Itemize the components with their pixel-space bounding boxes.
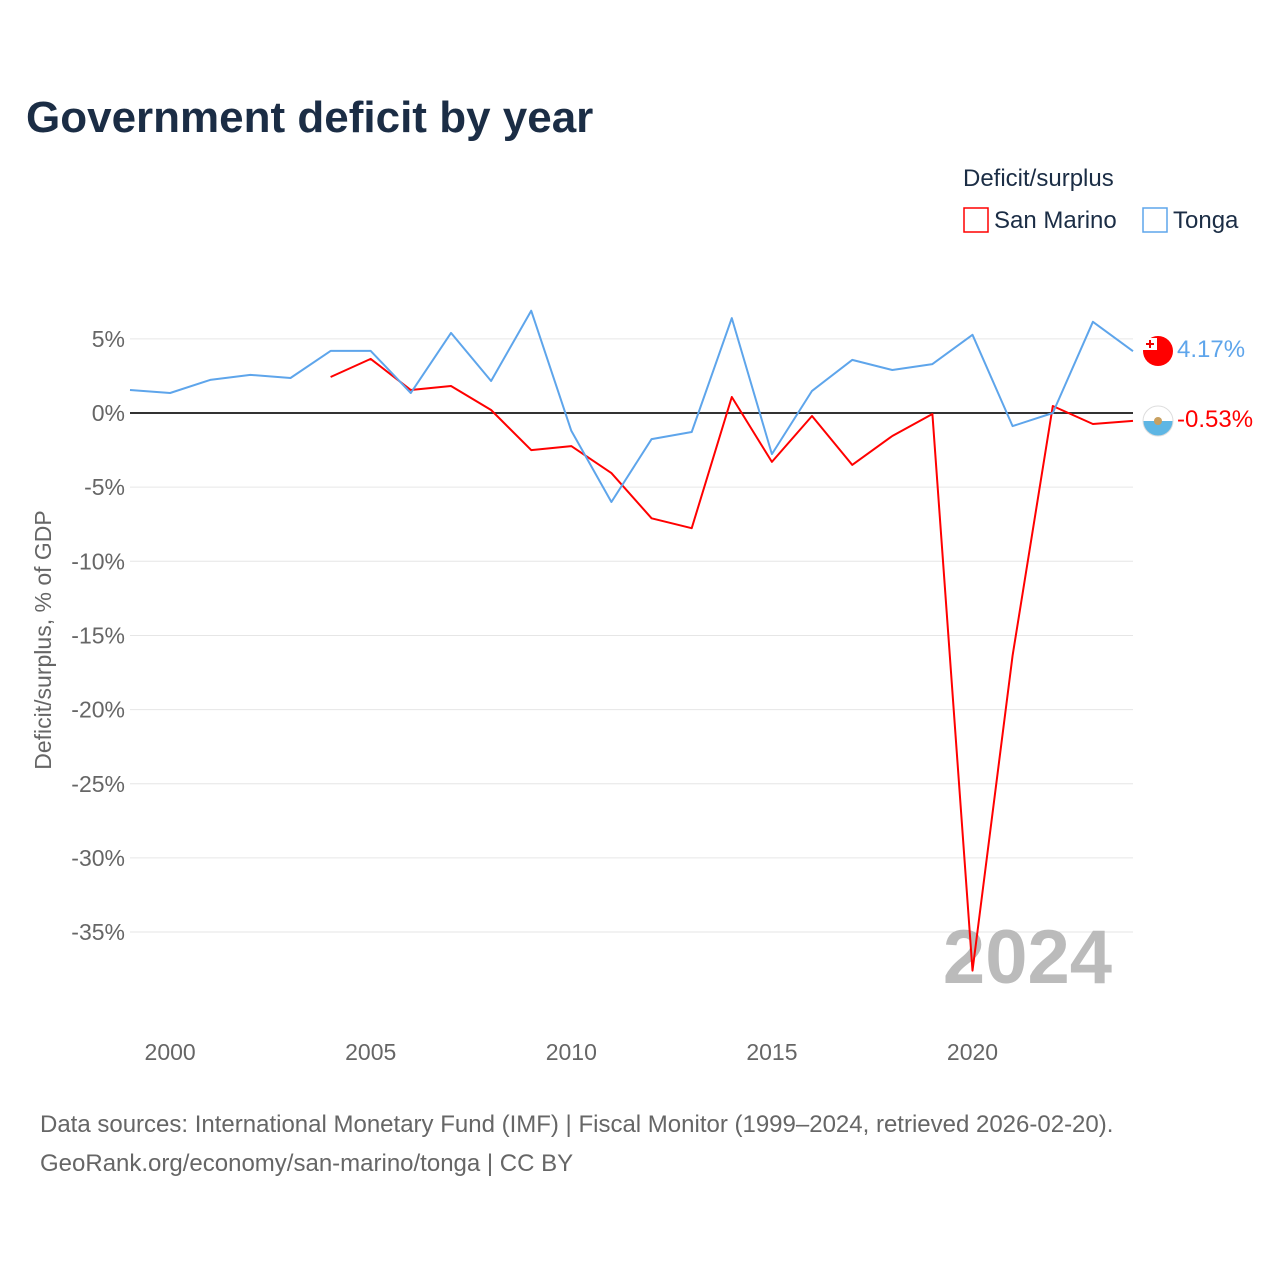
x-tick-label: 2015 — [746, 1039, 797, 1065]
y-tick-label: 5% — [92, 326, 125, 352]
flag-san-marino-icon — [1142, 405, 1174, 437]
data-point — [890, 434, 894, 438]
data-point — [1011, 424, 1015, 428]
data-point — [449, 331, 453, 335]
data-point — [489, 379, 493, 383]
footer-sources: Data sources: International Monetary Fun… — [40, 1111, 1113, 1138]
data-point — [930, 412, 934, 416]
end-label-tonga: 4.17% — [1177, 336, 1245, 363]
legend-title: Deficit/surplus — [963, 165, 1114, 192]
data-point — [1051, 411, 1055, 415]
y-tick-label: -10% — [71, 548, 125, 574]
data-point — [609, 471, 613, 475]
data-point — [569, 429, 573, 433]
data-point — [690, 430, 694, 434]
data-point — [730, 316, 734, 320]
data-point — [971, 969, 975, 973]
end-label-san-marino: -0.53% — [1177, 406, 1253, 433]
y-tick-label: -5% — [84, 474, 125, 500]
chart-title: Government deficit by year — [26, 93, 593, 142]
x-tick-label: 2010 — [546, 1039, 597, 1065]
data-point — [449, 384, 453, 388]
data-point — [369, 349, 373, 353]
y-tick-label: 0% — [92, 400, 125, 426]
legend-label-san-marino: San Marino — [994, 207, 1117, 234]
data-point — [850, 358, 854, 362]
data-point — [529, 448, 533, 452]
data-point — [288, 376, 292, 380]
y-tick-label: -25% — [71, 771, 125, 797]
legend-swatch-san-marino — [963, 207, 989, 233]
data-point — [329, 375, 333, 379]
x-tick-label: 2000 — [145, 1039, 196, 1065]
data-point — [128, 388, 132, 392]
data-point — [1091, 422, 1095, 426]
data-point — [1011, 653, 1015, 657]
y-tick-label: -30% — [71, 845, 125, 871]
legend-swatch-tonga — [1142, 207, 1168, 233]
data-point — [168, 391, 172, 395]
legend-item-san-marino[interactable]: San Marino — [963, 207, 1117, 234]
data-point — [890, 368, 894, 372]
series-line-tonga — [129, 309, 1134, 503]
x-tick-label: 2020 — [947, 1039, 998, 1065]
data-point — [810, 389, 814, 393]
data-point — [930, 362, 934, 366]
data-point — [810, 414, 814, 418]
legend-item-tonga[interactable]: Tonga — [1142, 207, 1239, 234]
data-point — [1131, 349, 1135, 353]
data-point — [770, 452, 774, 456]
data-point — [650, 437, 654, 441]
data-point — [609, 500, 613, 504]
y-tick-label: -20% — [71, 697, 125, 723]
year-watermark: 2024 — [943, 915, 1112, 1000]
legend-label-tonga: Tonga — [1173, 207, 1239, 234]
data-point — [208, 378, 212, 382]
data-point — [248, 373, 252, 377]
y-tick-label: -35% — [71, 919, 125, 945]
data-point — [971, 333, 975, 337]
data-point — [569, 444, 573, 448]
data-point — [409, 391, 413, 395]
data-point — [650, 516, 654, 520]
data-point — [690, 526, 694, 530]
data-point — [1131, 419, 1135, 423]
footer-link[interactable]: GeoRank.org/economy/san-marino/tonga | C… — [40, 1150, 573, 1177]
data-point — [329, 349, 333, 353]
x-tick-label: 2005 — [345, 1039, 396, 1065]
data-point — [369, 357, 373, 361]
flag-tonga-icon — [1143, 336, 1173, 366]
series-line-san-marino — [330, 357, 1134, 972]
data-point — [529, 309, 533, 313]
data-point — [850, 463, 854, 467]
data-point — [489, 408, 493, 412]
data-point — [1091, 320, 1095, 324]
y-axis-label: Deficit/surplus, % of GDP — [30, 510, 56, 769]
data-point — [770, 460, 774, 464]
data-point — [730, 395, 734, 399]
y-tick-label: -15% — [71, 622, 125, 648]
